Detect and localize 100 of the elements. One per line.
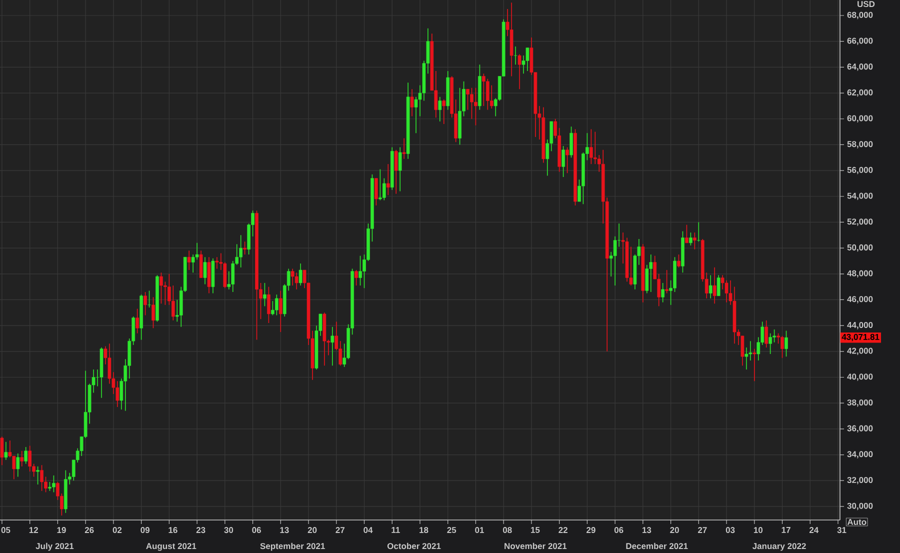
candlestick: [36, 466, 40, 485]
candlestick: [358, 255, 362, 286]
x-tick-label: 16: [168, 527, 178, 534]
x-tick-label: 22: [558, 527, 568, 533]
candlestick: [298, 263, 302, 286]
candlestick: [386, 164, 390, 196]
candlestick: [0, 436, 4, 466]
y-tick-label: 54,000: [847, 192, 873, 200]
candlestick: [649, 254, 653, 292]
text: October 2021: [387, 542, 441, 550]
candlestick: [187, 250, 191, 270]
candlestick: [716, 274, 720, 296]
candlestick: [20, 450, 24, 467]
x-tick-label: 23: [196, 527, 206, 534]
candlestick: [24, 446, 28, 464]
y-tick-label: 38,000: [847, 399, 873, 407]
text: December 2021: [626, 542, 688, 550]
candlestick: [590, 128, 593, 164]
candlestick: [470, 87, 474, 120]
candlestick: [486, 78, 490, 110]
x-tick-label: 15: [531, 527, 540, 533]
x-tick-label: 11: [392, 527, 400, 533]
y-tick-label: 44,000: [847, 322, 873, 330]
candlestick: [410, 88, 414, 117]
candlestick: [394, 149, 398, 194]
candlestick: [160, 272, 163, 304]
candlestick: [28, 445, 32, 472]
candlestick: [645, 264, 649, 294]
candlestick: [231, 260, 235, 292]
y-tick-label: 46,000: [847, 296, 873, 304]
x-tick-label: 06: [252, 527, 261, 534]
candlestick: [263, 282, 266, 307]
x-tick-label: 09: [140, 527, 150, 534]
candlestick: [172, 285, 175, 321]
candlestick: [398, 146, 402, 192]
candlestick: [518, 54, 522, 90]
x-tick-label: 06: [614, 527, 624, 534]
x-tick-label: 12: [29, 527, 38, 533]
y-tick-label: 32,000: [847, 476, 873, 484]
candlestick: [239, 234, 242, 268]
x-tick-label: 13: [280, 527, 289, 534]
y-tick-label: 42,000: [847, 348, 873, 356]
candlestick: [712, 267, 716, 304]
candlestick: [52, 475, 56, 493]
candlestick: [784, 330, 788, 357]
candlestick: [768, 332, 772, 354]
x-tick-label: 03: [726, 527, 735, 534]
x-tick-label: 01: [475, 527, 484, 534]
candlestick: [378, 168, 382, 201]
candlestick: [570, 126, 573, 158]
x-tick-label: 17: [782, 527, 790, 533]
x-tick-label: 30: [224, 527, 234, 534]
x-tick-label: 20: [308, 527, 317, 534]
text: Auto: [847, 519, 866, 525]
candlestick: [677, 254, 680, 268]
candlestick: [243, 241, 246, 255]
candlestick: [689, 232, 692, 246]
x-tick-label: 27: [698, 527, 707, 533]
candlestick: [203, 256, 207, 285]
candlestick: [40, 464, 44, 492]
x-tick-label: 05: [1, 527, 10, 534]
candlestick: [482, 73, 486, 106]
x-tick-label: 27: [336, 527, 344, 533]
x-tick-label: 24: [809, 527, 819, 533]
candlestick: [290, 268, 294, 286]
y-axis-title: USD: [858, 1, 875, 8]
candlestick: [374, 178, 378, 206]
candlestick: [199, 250, 203, 278]
y-tick-label: 40,000: [847, 374, 873, 381]
candlestick: [708, 274, 712, 299]
y-tick-label: 34,000: [847, 451, 873, 458]
text: July 2021: [36, 542, 74, 551]
y-tick-label: 58,000: [847, 141, 873, 148]
candlestick: [382, 178, 386, 201]
x-tick-label: 10: [754, 527, 763, 534]
candlestick: [474, 87, 478, 126]
text: September 2021: [260, 542, 325, 551]
candlestick: [354, 270, 358, 286]
candlestick: [48, 482, 52, 492]
candlestick: [402, 138, 406, 160]
y-tick-label: 68,000: [847, 12, 873, 20]
candlestick: [275, 294, 278, 316]
candlestick: [693, 232, 696, 250]
candlestick: [566, 146, 569, 174]
x-tick-label: 19: [57, 527, 66, 534]
candlestick: [490, 84, 494, 109]
y-tick-label: 66,000: [847, 38, 873, 45]
x-tick-label: 18: [420, 527, 428, 534]
candlestick: [466, 88, 470, 110]
text: August 2021: [146, 543, 196, 551]
y-tick-label: 48,000: [847, 270, 873, 278]
candlestick: [562, 146, 565, 178]
candlestick: [526, 47, 530, 72]
candlestick: [152, 296, 155, 329]
x-tick-label: 29: [586, 527, 596, 534]
x-tick-label: 02: [112, 527, 122, 534]
candlestick: [661, 282, 664, 303]
candlestick: [764, 320, 768, 348]
y-tick-label: 60,000: [847, 115, 873, 122]
candlestick: [685, 224, 688, 244]
